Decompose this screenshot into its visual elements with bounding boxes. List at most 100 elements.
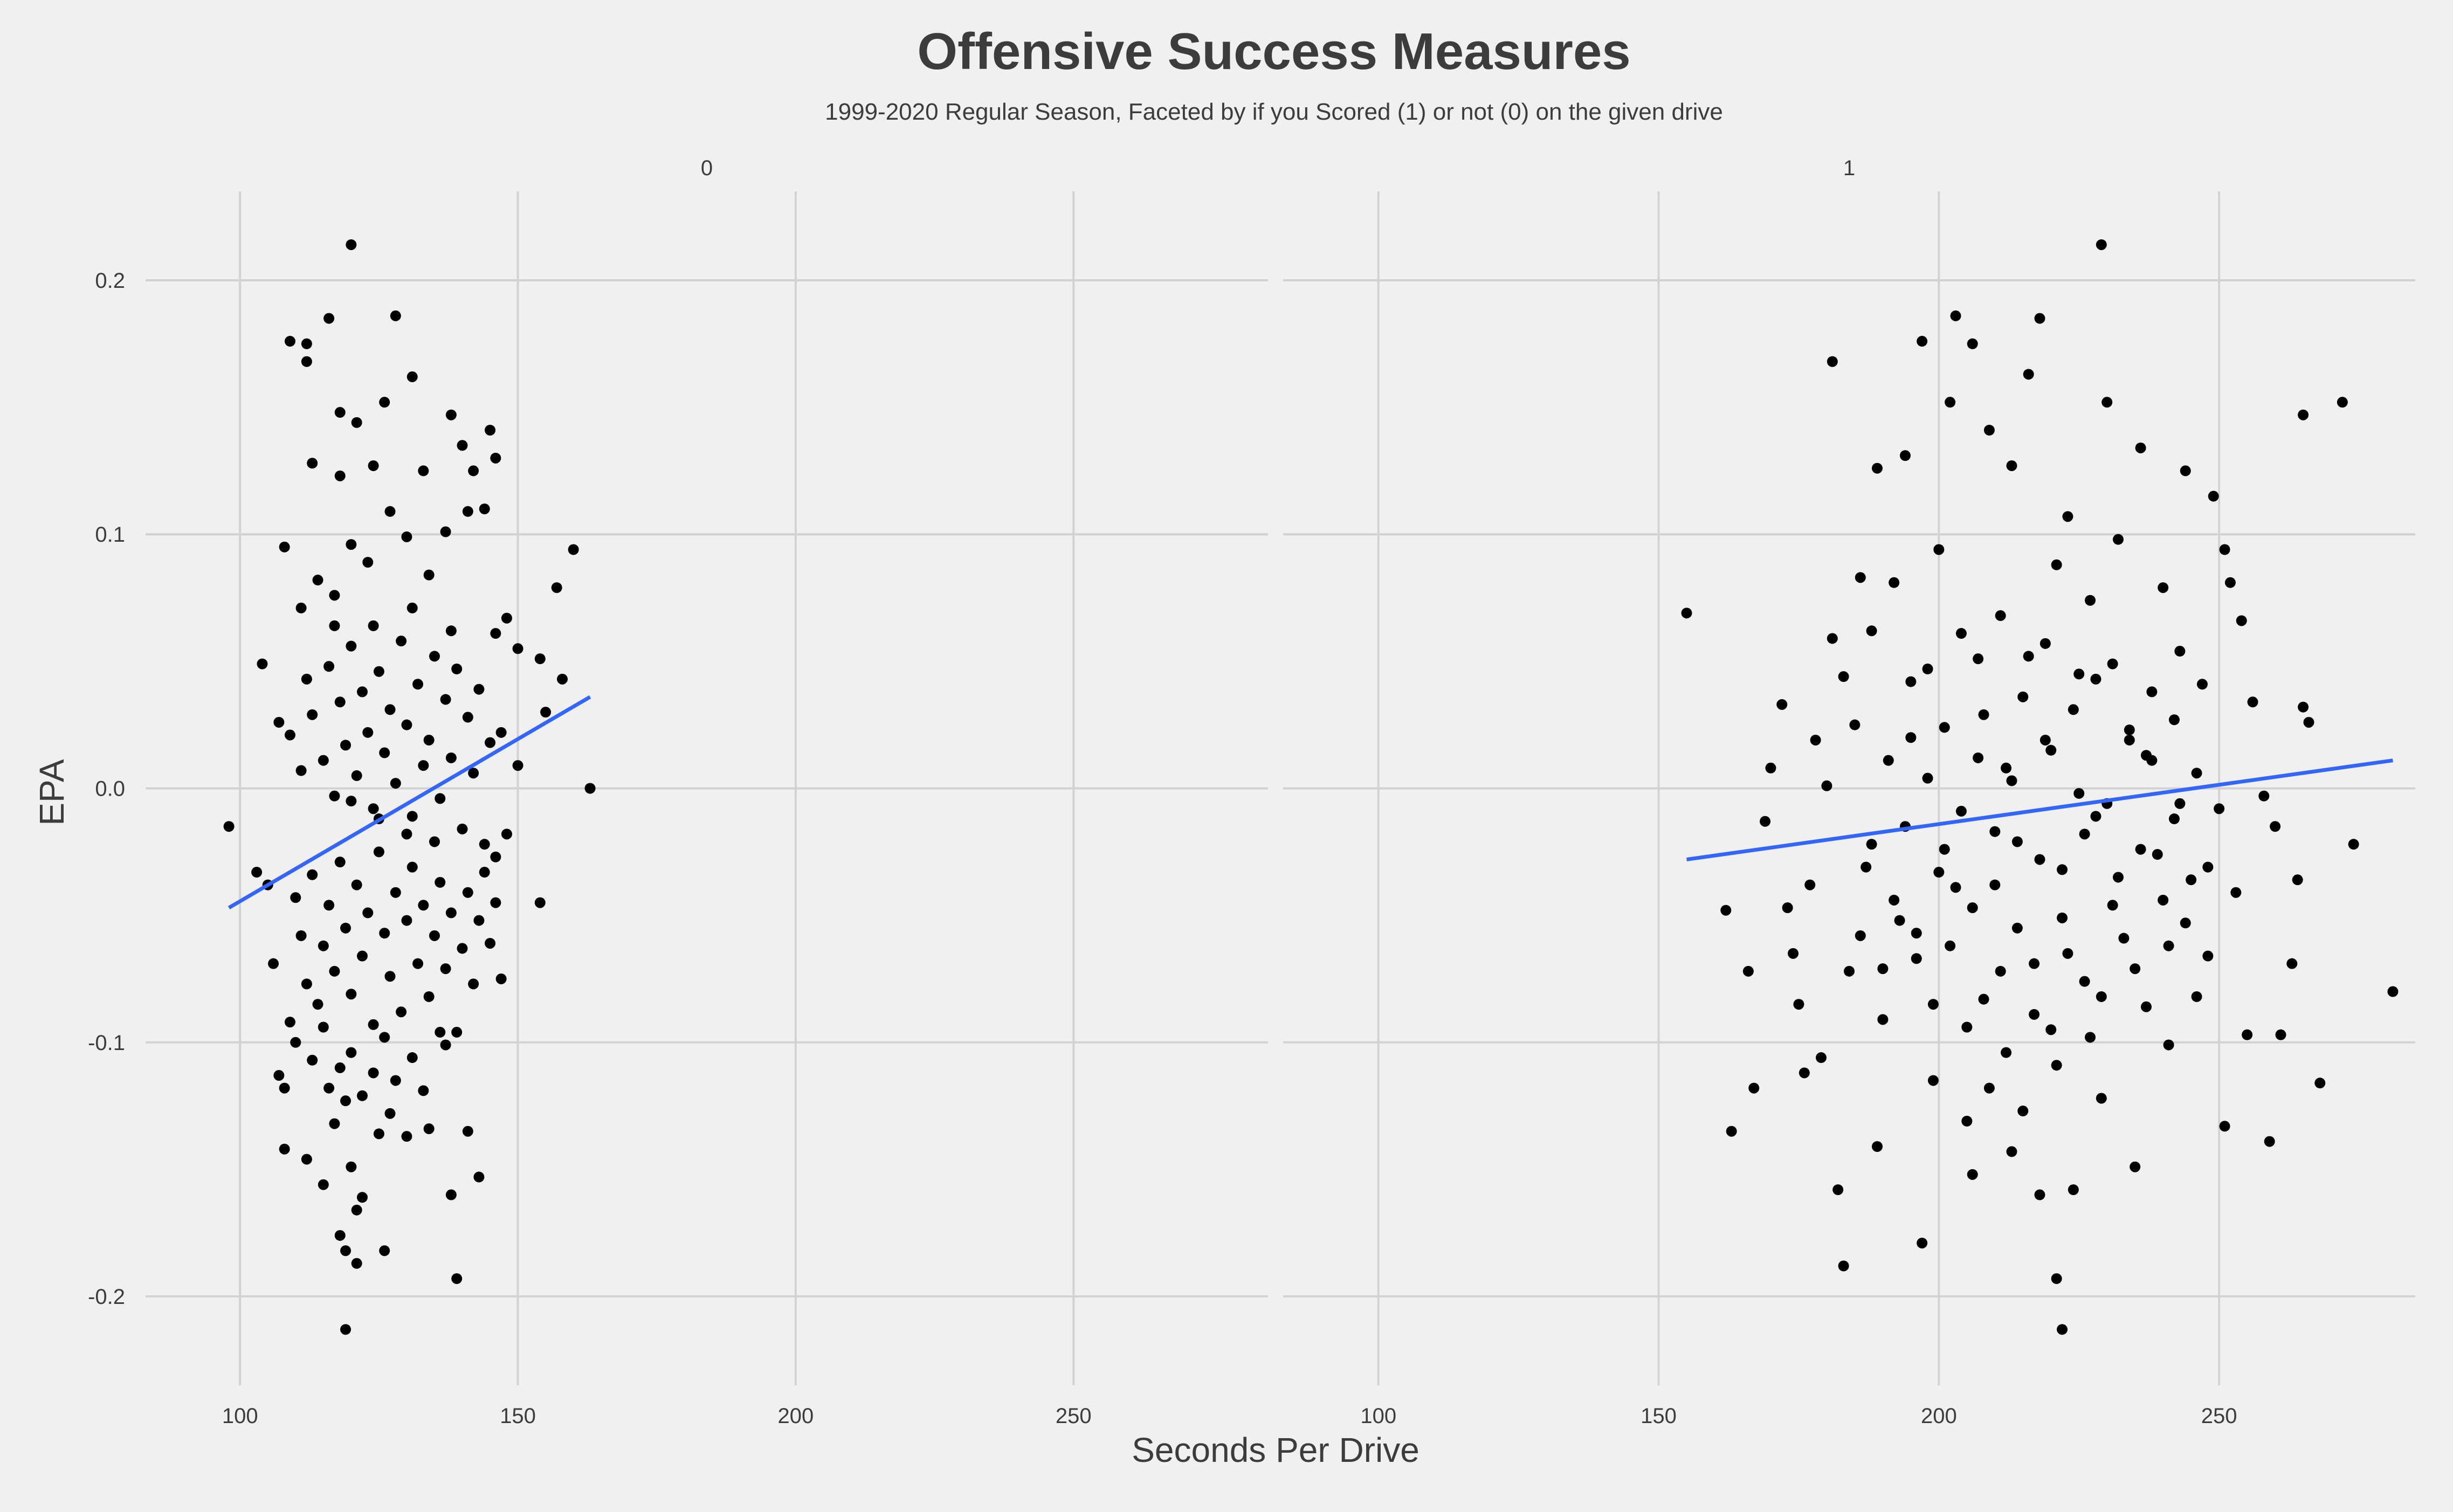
data-point — [2168, 813, 2180, 825]
facet-strip-label: 0 — [701, 156, 713, 180]
data-point — [1681, 607, 1692, 619]
data-point — [2090, 673, 2101, 685]
data-point — [2208, 491, 2219, 502]
data-point — [312, 575, 323, 586]
data-point — [401, 829, 412, 840]
data-point — [356, 1192, 368, 1203]
data-point — [2140, 1001, 2152, 1012]
data-point — [406, 861, 418, 873]
data-point — [368, 1019, 379, 1030]
data-point — [340, 1095, 352, 1107]
data-point — [490, 628, 501, 639]
trend-line — [228, 695, 591, 910]
data-point — [440, 1039, 451, 1051]
data-point — [346, 1047, 357, 1058]
facet-strip-label: 1 — [1843, 156, 1855, 180]
data-point — [418, 1085, 429, 1096]
data-point — [307, 458, 318, 469]
data-point — [346, 1161, 357, 1172]
data-point — [495, 973, 507, 984]
data-point — [512, 760, 523, 771]
data-point — [2001, 762, 2012, 774]
x-tick-label: 250 — [2201, 1404, 2237, 1428]
data-point — [1827, 356, 1838, 367]
data-point — [2051, 1060, 2062, 1071]
x-tick-label: 100 — [222, 1404, 258, 1428]
data-point — [356, 686, 368, 698]
data-point — [2152, 849, 2163, 860]
data-point — [2113, 872, 2124, 883]
data-point — [2348, 839, 2359, 850]
data-point — [1939, 722, 1950, 733]
data-point — [1760, 816, 1771, 827]
data-point — [2135, 442, 2146, 453]
data-point — [1871, 462, 1883, 474]
x-tick-label: 200 — [778, 1404, 814, 1428]
data-point — [1782, 902, 1793, 913]
data-point — [2387, 986, 2399, 997]
data-point — [485, 737, 496, 748]
data-point — [368, 460, 379, 471]
data-point — [2180, 917, 2191, 929]
data-point — [290, 1037, 301, 1048]
data-point — [2062, 511, 2073, 522]
data-point — [540, 707, 552, 718]
data-point — [340, 1245, 352, 1256]
data-point — [1883, 755, 1894, 766]
data-point — [1995, 965, 2006, 977]
data-point — [356, 1090, 368, 1101]
data-point — [557, 673, 568, 685]
data-point — [1927, 999, 1939, 1010]
data-point — [396, 636, 407, 647]
data-point — [2096, 1093, 2107, 1104]
data-point — [2191, 768, 2202, 779]
data-point — [373, 846, 384, 858]
data-point — [2073, 668, 2085, 680]
data-point — [1933, 544, 1945, 555]
facet-panels: 0 100 150 200 250 -0.2 -0.1 0.0 0.1 0.2 1 100 150 200… — [88, 156, 2415, 1428]
data-point — [1832, 1184, 1844, 1196]
data-point — [457, 943, 468, 954]
data-point — [501, 612, 512, 624]
data-point — [423, 569, 435, 581]
data-point — [457, 823, 468, 834]
data-point — [251, 867, 263, 878]
data-point — [351, 1204, 362, 1216]
data-point — [1889, 577, 1900, 588]
data-point — [390, 1075, 401, 1086]
data-point — [485, 937, 496, 949]
data-point — [373, 666, 384, 677]
data-point — [2298, 409, 2309, 420]
data-point — [2202, 861, 2214, 873]
data-point — [2202, 950, 2214, 962]
data-point — [351, 879, 362, 890]
data-point — [1899, 450, 1911, 461]
y-tick-label: -0.2 — [88, 1285, 125, 1309]
data-point — [1827, 633, 1838, 644]
data-point — [307, 1054, 318, 1066]
data-point — [2051, 559, 2062, 570]
data-point — [2258, 790, 2270, 802]
data-point — [445, 625, 457, 637]
data-point — [2286, 958, 2298, 969]
data-point — [2191, 991, 2202, 1002]
data-point — [1788, 948, 1799, 959]
y-tick-label: 0.2 — [95, 269, 125, 293]
data-point — [1905, 732, 1917, 743]
data-point — [440, 526, 451, 537]
data-point — [479, 503, 490, 515]
data-point — [323, 1082, 335, 1094]
data-point — [1889, 894, 1900, 906]
data-point — [323, 900, 335, 911]
data-point — [2096, 991, 2107, 1002]
data-point — [2174, 646, 2186, 657]
data-point — [379, 928, 390, 939]
chart-title: Offensive Success Measures — [917, 23, 1630, 80]
data-point — [2073, 788, 2085, 799]
data-point — [323, 313, 335, 324]
data-point — [435, 876, 446, 888]
data-point — [2085, 595, 2096, 606]
data-point — [2242, 1029, 2253, 1040]
data-point — [418, 900, 429, 911]
data-point — [1967, 902, 1978, 913]
